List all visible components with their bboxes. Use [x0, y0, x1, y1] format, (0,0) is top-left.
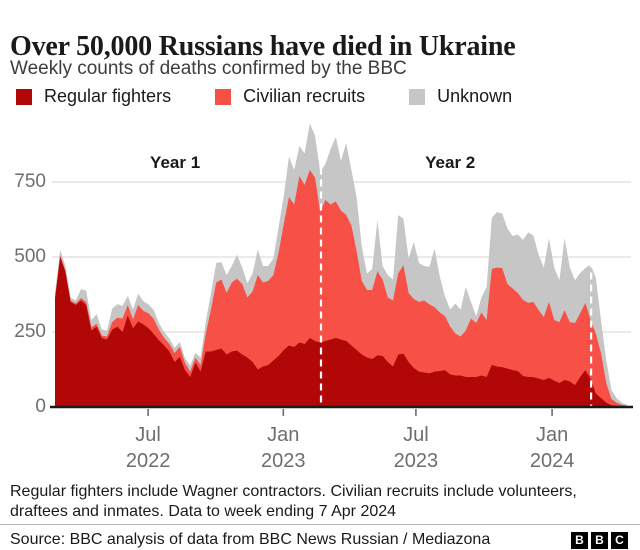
x-axis-label-Jul-2023: Jul 2023 — [393, 424, 439, 472]
source-text: Source: BBC analysis of data from BBC Ne… — [10, 531, 491, 548]
area-regular-fighters — [55, 257, 627, 407]
bbc-logo: B B C — [571, 531, 640, 549]
legend-item-civilian-recruits: Civilian recruits — [215, 86, 365, 107]
bbc-logo-block: B — [571, 531, 588, 549]
x-axis-label-Jul-2022: Jul 2022 — [125, 424, 171, 472]
area-civilian-recruits — [55, 170, 627, 407]
legend-label: Civilian recruits — [243, 86, 366, 106]
source-row: Source: BBC analysis of data from BBC Ne… — [0, 524, 640, 549]
x-axis-label-Jan-2023: Jan 2023 — [261, 424, 306, 472]
chart-footnote: Regular fighters include Wagner contract… — [10, 483, 577, 520]
y-axis-label-500: 500 — [14, 246, 46, 267]
bbc-logo-block: C — [611, 531, 628, 549]
year-annotation-2: Year 2 — [425, 153, 476, 172]
legend-label: Unknown — [437, 86, 513, 106]
legend-label: Regular fighters — [44, 86, 172, 106]
y-axis-label-750: 750 — [14, 171, 46, 192]
legend-swatch-unknown — [409, 88, 426, 105]
bbc-logo-block: B — [591, 531, 608, 549]
x-axis-label-Jan-2024: Jan 2024 — [529, 424, 575, 472]
y-axis-label-0: 0 — [35, 396, 46, 417]
legend-swatch-civilian-recruits — [215, 88, 232, 105]
year-annotation-1: Year 1 — [150, 153, 201, 172]
page-title: Over 50,000 Russians have died in Ukrain… — [10, 30, 516, 62]
legend-swatch-regular-fighters — [16, 88, 32, 105]
legend-item-unknown: Unknown — [409, 86, 512, 107]
legend-item-regular-fighters: Regular fighters — [16, 86, 171, 107]
y-axis-label-250: 250 — [14, 321, 46, 342]
chart-legend: Regular fighters Civilian recruits Unkno… — [16, 86, 512, 107]
chart-subtitle: Weekly counts of deaths confirmed by the… — [10, 58, 407, 79]
